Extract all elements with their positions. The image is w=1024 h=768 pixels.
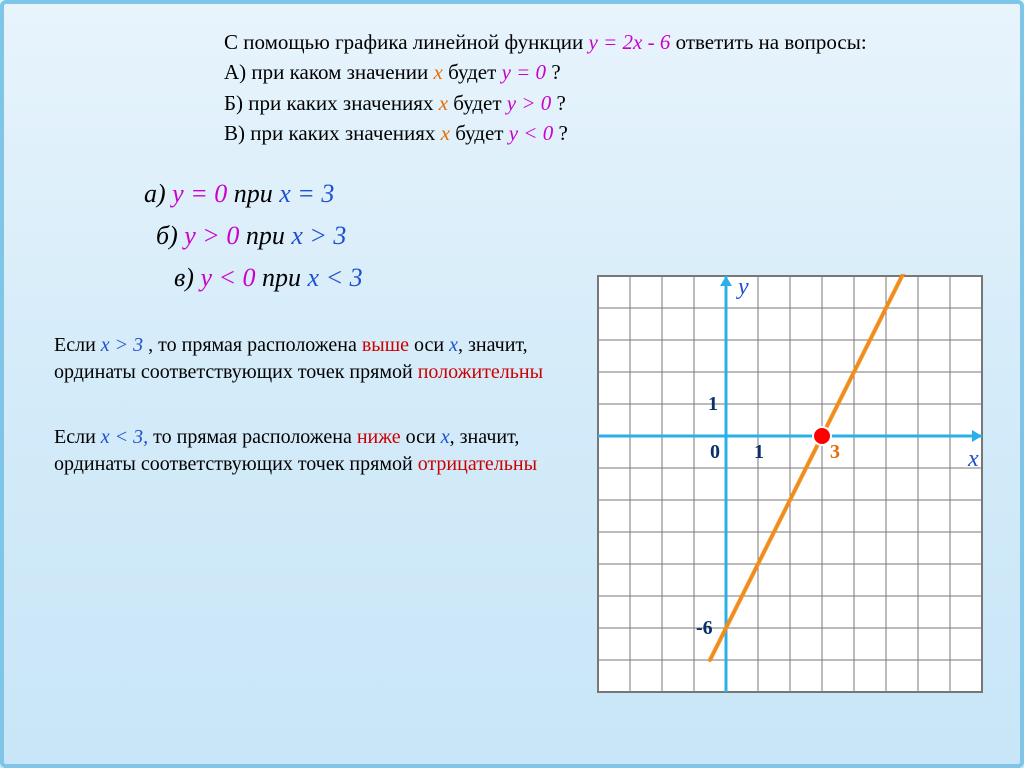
function-equation: у = 2х - 6 bbox=[589, 30, 671, 54]
explanation-notes: Если х > 3 , то прямая расположена выше … bbox=[54, 332, 574, 478]
svg-text:х: х bbox=[967, 446, 979, 472]
svg-text:у: у bbox=[736, 274, 749, 300]
svg-text:1: 1 bbox=[754, 441, 764, 463]
note-above-axis: Если х > 3 , то прямая расположена выше … bbox=[54, 332, 574, 386]
problem-statement: С помощью графика линейной функции у = 2… bbox=[224, 28, 944, 147]
question-b: Б) при каких значениях х будет у > 0 ? bbox=[224, 89, 944, 117]
question-a: А) при каком значении х будет у = 0 ? bbox=[224, 58, 944, 86]
svg-text:1: 1 bbox=[708, 393, 718, 415]
note-below-axis: Если х < 3, то прямая расположена ниже о… bbox=[54, 424, 574, 478]
intro-pre: С помощью графика линейной функции bbox=[224, 30, 589, 54]
intro-line: С помощью графика линейной функции у = 2… bbox=[224, 28, 944, 56]
svg-text:0: 0 bbox=[710, 441, 720, 463]
intro-post: ответить на вопросы: bbox=[676, 30, 867, 54]
linear-function-chart: у х 0 1 1 3 -6 bbox=[596, 274, 996, 754]
answer-b: б) у > 0 при х > 3 bbox=[156, 217, 980, 255]
svg-text:-6: -6 bbox=[696, 617, 713, 639]
svg-text:3: 3 bbox=[830, 441, 840, 463]
answer-a: а) у = 0 при х = 3 bbox=[144, 175, 980, 213]
question-c: В) при каких значениях х будет у < 0 ? bbox=[224, 119, 944, 147]
